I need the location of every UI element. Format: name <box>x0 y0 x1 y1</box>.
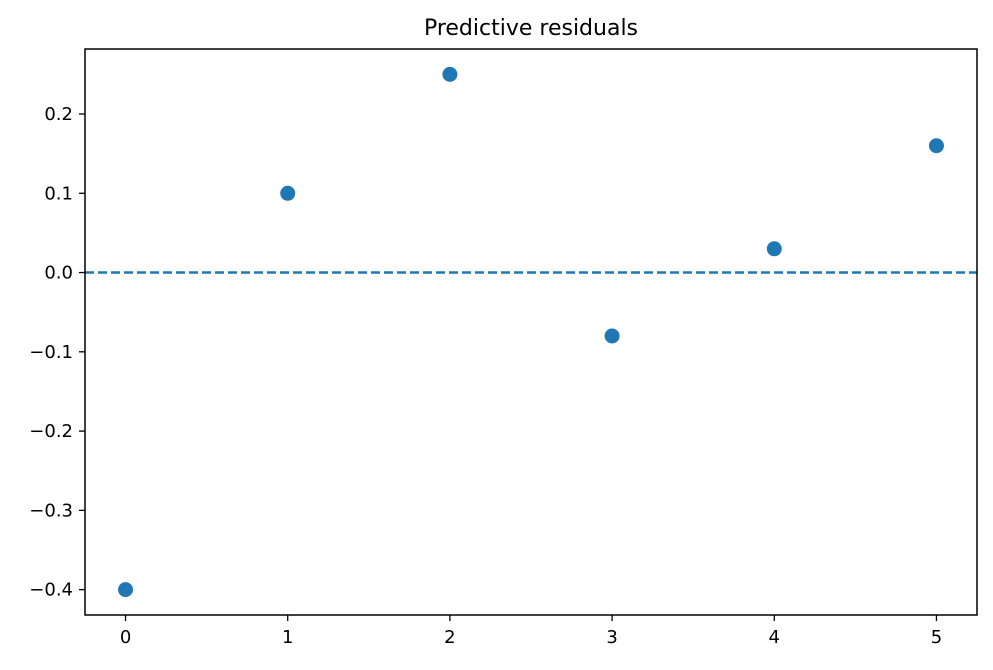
y-tick-label: −0.4 <box>29 580 73 601</box>
x-ticks-layer: 0 1 2 3 4 5 <box>120 615 942 648</box>
points-layer <box>118 66 944 598</box>
y-ticks-layer: −0.4 −0.3 −0.2 −0.1 0.0 0.1 0.2 <box>29 104 85 601</box>
y-tick-label: −0.3 <box>29 500 73 521</box>
y-tick-label: −0.1 <box>29 342 73 363</box>
data-point <box>766 241 782 257</box>
data-point <box>118 582 134 598</box>
chart-title: Predictive residuals <box>424 16 638 41</box>
x-tick-label: 5 <box>931 627 942 648</box>
x-tick-label: 1 <box>282 627 293 648</box>
data-point <box>442 66 458 82</box>
data-point <box>280 185 296 201</box>
x-tick-label: 2 <box>444 627 455 648</box>
axes-layer <box>84 48 978 616</box>
data-point <box>928 138 944 154</box>
y-tick-label: 0.1 <box>44 183 73 204</box>
x-tick-label: 4 <box>769 627 780 648</box>
x-tick-label: 0 <box>120 627 131 648</box>
x-tick-label: 3 <box>606 627 617 648</box>
y-tick-label: 0.0 <box>44 263 73 284</box>
plot-frame <box>84 48 978 616</box>
y-tick-label: 0.2 <box>44 104 73 125</box>
y-tick-label: −0.2 <box>29 421 73 442</box>
data-point <box>604 328 620 344</box>
